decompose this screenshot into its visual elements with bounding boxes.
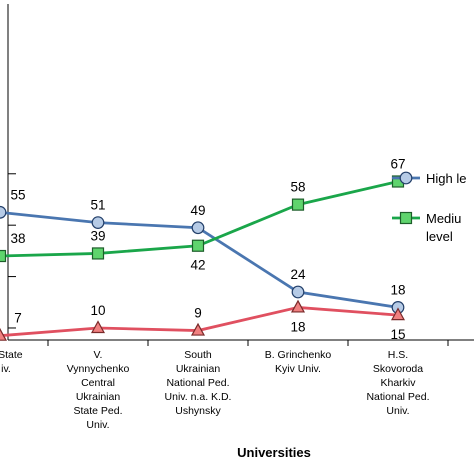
data-label: 55 xyxy=(10,187,25,202)
category-label: Ukrainian xyxy=(176,363,221,375)
legend: High le Mediu level xyxy=(392,171,466,244)
data-point-s2-p1 xyxy=(90,320,106,334)
data-labels: 55 51 49 24 18 38 39 42 58 67 7 10 9 18 15 xyxy=(10,156,405,342)
category-label: H.S. xyxy=(388,349,408,361)
data-label: 10 xyxy=(90,303,105,318)
chart-axes xyxy=(7,4,474,346)
legend-label: level xyxy=(426,229,453,244)
category-label: V. xyxy=(94,349,103,361)
legend-label: Mediu xyxy=(426,211,461,226)
legend-marker xyxy=(399,171,413,185)
data-point-s1-p2 xyxy=(191,239,205,252)
category-label: State Ped. xyxy=(73,405,122,417)
data-point-s1-p0 xyxy=(0,249,7,263)
data-point-s0-p0 xyxy=(0,205,7,219)
data-point-s1-p3 xyxy=(291,198,305,211)
category-label: Ushynsky xyxy=(175,405,221,417)
category-label: Central xyxy=(81,377,115,389)
category-label: Ukrainian xyxy=(76,391,121,403)
category-label: Univ. xyxy=(386,405,409,417)
data-point-s0-p2 xyxy=(191,221,205,235)
data-label: 39 xyxy=(90,228,105,243)
data-label: 67 xyxy=(390,156,405,171)
category-label: B. Grinchenko xyxy=(265,349,332,361)
data-label: 9 xyxy=(194,306,202,321)
category-label: Vynnychenko xyxy=(67,363,130,375)
data-label: 15 xyxy=(390,327,405,342)
category-label: n State xyxy=(0,349,23,361)
category-label: National Ped. xyxy=(366,391,429,403)
data-point-s0-p1 xyxy=(91,216,105,230)
category-label: National Ped. xyxy=(166,377,229,389)
data-label: 51 xyxy=(90,198,105,213)
category-label: Kyiv Univ. xyxy=(275,363,321,375)
legend-label: High le xyxy=(426,171,466,186)
category-tick-labels: n State iv. V. Vynnychenko Central Ukrainian S… xyxy=(0,349,430,431)
data-label: 18 xyxy=(290,319,305,334)
data-label: 24 xyxy=(290,267,306,282)
data-label: 49 xyxy=(190,203,205,218)
data-label: 7 xyxy=(14,311,22,326)
series-markers xyxy=(0,175,406,341)
data-point-s2-p2 xyxy=(190,322,206,336)
data-label: 38 xyxy=(10,231,25,246)
legend-marker xyxy=(399,211,413,225)
data-point-s2-p4 xyxy=(390,307,406,321)
category-label: Kharkiv xyxy=(380,377,416,389)
data-point-s0-p3 xyxy=(291,285,305,299)
data-label: 42 xyxy=(190,258,205,273)
data-point-s1-p1 xyxy=(91,247,105,260)
category-label: Univ. xyxy=(86,419,109,431)
data-label: 18 xyxy=(390,282,405,297)
data-point-s2-p3 xyxy=(290,299,306,313)
data-point-s2-p0 xyxy=(0,327,8,341)
category-label: Univ. n.a. K.D. xyxy=(165,391,232,403)
category-label: iv. xyxy=(1,363,11,375)
data-label: 58 xyxy=(290,180,305,195)
x-axis-title: Universities xyxy=(237,445,311,460)
category-label: South xyxy=(184,349,212,361)
category-label: Skovoroda xyxy=(373,363,423,375)
